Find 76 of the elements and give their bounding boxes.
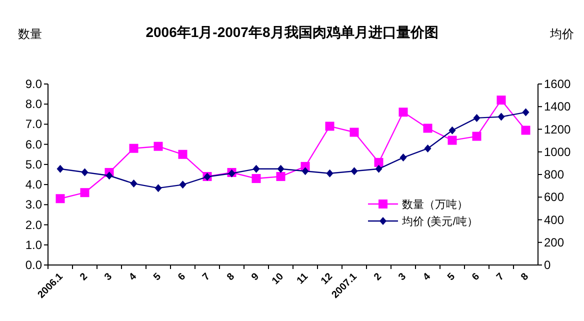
point [302, 167, 309, 176]
point [498, 112, 505, 121]
point [400, 154, 407, 162]
point [350, 167, 358, 176]
x-tick-label: 10 [270, 271, 286, 287]
point [423, 124, 432, 133]
legend-label: 均价 (美元/吨） [401, 215, 478, 228]
point [154, 142, 163, 151]
y-tick-label: 5.0 [25, 157, 42, 172]
y-tick-label: 9.0 [25, 77, 42, 91]
x-tick-label: 3 [396, 271, 409, 284]
x-tick-label: 2 [372, 271, 384, 284]
y-tick-label: 2.0 [25, 218, 42, 232]
point [154, 184, 162, 192]
point [448, 136, 457, 145]
point [350, 128, 359, 137]
x-tick-label: 6 [470, 271, 482, 284]
y2-tick-label: 800 [544, 168, 564, 182]
chart-title: 2006年1月-2007年8月我国肉鸡单月进口量价图 [146, 24, 438, 40]
point [252, 164, 260, 173]
y2-tick-label: 600 [544, 190, 564, 204]
point [496, 96, 506, 105]
point [277, 164, 284, 173]
x-tick-label: 6 [176, 271, 188, 284]
y2-tick-label: 200 [544, 235, 564, 250]
point [374, 158, 384, 167]
x-tick-label: 3 [102, 271, 115, 284]
x-tick-label: 8 [519, 271, 532, 284]
point [375, 164, 382, 173]
legend-label: 数量（万吨） [402, 198, 468, 211]
y-tick-label: 3.0 [25, 198, 42, 212]
point [106, 172, 113, 180]
point [178, 150, 188, 159]
x-tick-label: 7 [494, 271, 507, 284]
y-tick-label: 1.0 [25, 238, 42, 252]
point [129, 144, 138, 153]
y-tick-label: 0.0 [25, 258, 42, 272]
x-tick-label: 2 [78, 271, 90, 284]
y-tick-label: 8.0 [25, 97, 42, 112]
point [252, 174, 261, 184]
point [81, 168, 88, 176]
point [56, 194, 65, 204]
y2-tick-label: 1000 [544, 144, 572, 159]
x-tick-label: 7 [200, 271, 213, 284]
point [179, 180, 186, 189]
x-tick-label: 11 [295, 271, 311, 287]
x-tick-label: 5 [446, 271, 458, 284]
x-tick-label: 12 [319, 271, 336, 287]
point [56, 164, 64, 173]
point [398, 108, 408, 117]
y2-tick-label: 0 [544, 258, 551, 272]
y2-tick-label: 1600 [544, 77, 572, 91]
point [424, 144, 432, 152]
point [472, 132, 482, 141]
x-tick-label: 4 [421, 271, 434, 284]
point [521, 126, 530, 135]
point [130, 180, 138, 188]
y-tick-label: 7.0 [25, 117, 42, 132]
x-tick-label: 8 [225, 271, 238, 284]
point [326, 169, 334, 178]
y-tick-label: 6.0 [25, 137, 42, 152]
point [325, 122, 334, 131]
point [448, 126, 456, 134]
y2-tick-label: 1200 [544, 122, 572, 136]
x-tick-label: 9 [250, 271, 262, 284]
y2-axis-title: 均价 [549, 27, 574, 41]
y-axis-title: 数量 [18, 27, 42, 41]
x-tick-label: 4 [127, 271, 140, 284]
point [80, 188, 90, 198]
point [276, 172, 286, 182]
point [473, 114, 480, 122]
point [522, 108, 530, 116]
y2-tick-label: 1400 [544, 100, 572, 114]
y-tick-label: 4.0 [25, 178, 42, 192]
y2-tick-label: 400 [544, 212, 564, 227]
x-tick-label: 5 [152, 271, 164, 284]
